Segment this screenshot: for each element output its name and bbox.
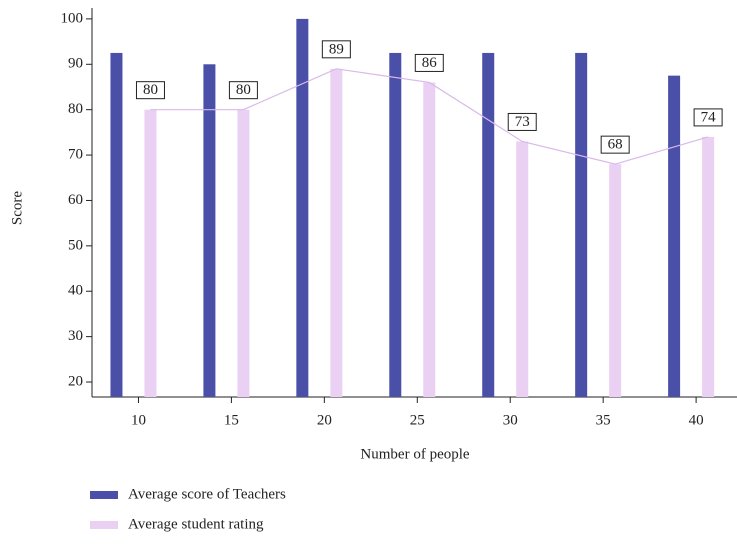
bar [237, 109, 250, 398]
x-axis-label: Number of people [360, 446, 469, 462]
label-box [693, 108, 723, 127]
bar [110, 52, 123, 398]
bar [330, 68, 343, 398]
y-tick-label: 50 [68, 237, 83, 253]
y-tick-label: 100 [61, 10, 84, 26]
x-tick-label: 40 [689, 412, 704, 428]
bar [296, 18, 309, 397]
data-label: 74 [701, 109, 717, 125]
bar [389, 52, 402, 398]
data-label: 68 [608, 137, 623, 153]
label-box [600, 135, 630, 154]
label-box [414, 53, 444, 72]
bar [609, 164, 622, 397]
data-label: 89 [329, 41, 344, 57]
y-tick-label: 30 [68, 328, 83, 344]
label-box [321, 40, 351, 59]
bar [423, 82, 436, 397]
y-tick-label: 20 [68, 373, 83, 389]
y-tick-label: 80 [68, 101, 83, 117]
y-axis-label: Score [9, 191, 25, 225]
x-tick-label: 20 [317, 412, 332, 428]
data-label: 80 [236, 82, 251, 98]
legend-label: Average student rating [128, 516, 264, 532]
legend-swatch [90, 521, 118, 529]
data-label: 80 [143, 82, 158, 98]
bar [575, 52, 588, 398]
bar [668, 75, 681, 397]
data-label: 86 [422, 55, 438, 71]
x-tick-label: 30 [503, 412, 518, 428]
label-box [135, 81, 165, 100]
label-box [507, 112, 537, 131]
y-tick-label: 40 [68, 283, 83, 299]
label-box [228, 81, 258, 100]
bar [516, 141, 529, 397]
data-label: 73 [515, 114, 530, 130]
x-tick-label: 35 [596, 412, 611, 428]
bar [702, 136, 715, 397]
x-tick-label: 25 [410, 412, 425, 428]
legend-swatch [90, 491, 118, 499]
trend-line [150, 68, 709, 165]
bar [203, 64, 216, 397]
x-tick-label: 15 [224, 412, 239, 428]
bar [482, 52, 495, 398]
x-tick-label: 10 [131, 412, 146, 428]
legend-label: Average score of Teachers [128, 486, 286, 502]
y-tick-label: 90 [68, 56, 83, 72]
bar [144, 109, 157, 398]
y-tick-label: 60 [68, 192, 83, 208]
y-tick-label: 70 [68, 147, 83, 163]
